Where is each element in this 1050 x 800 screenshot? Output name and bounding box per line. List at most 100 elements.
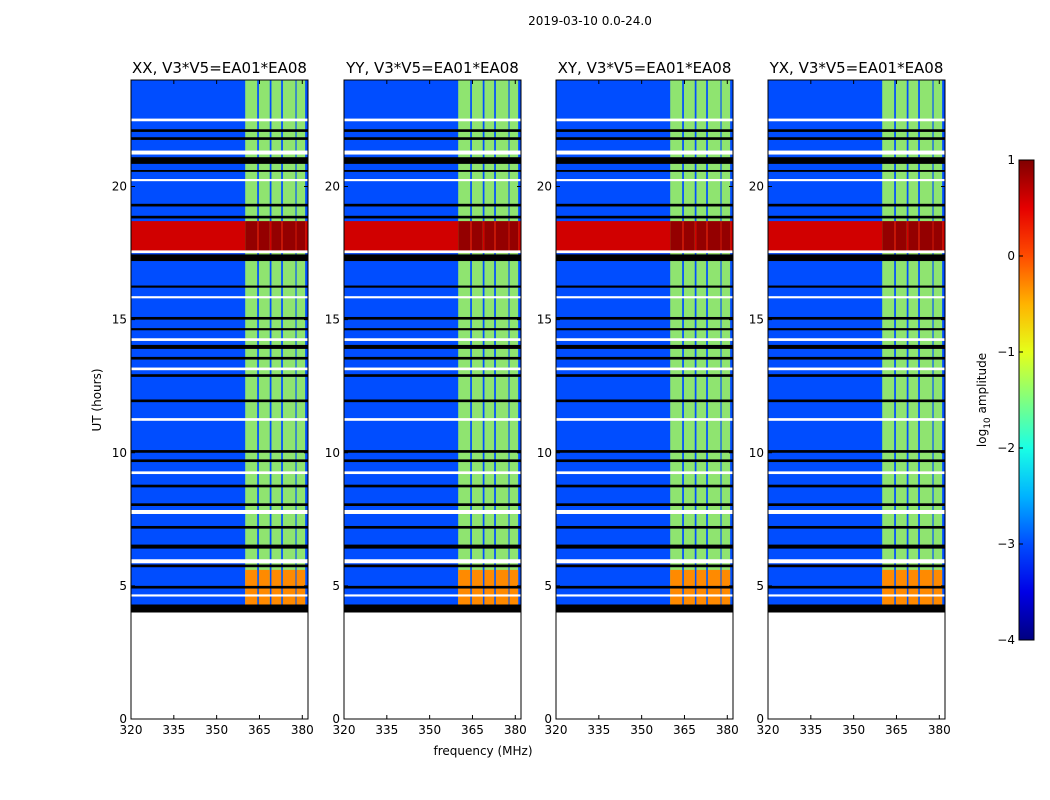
panel-frame — [130, 79, 309, 720]
flagged-row — [344, 215, 521, 219]
flagged-row — [131, 418, 308, 421]
flagged-row — [768, 503, 945, 506]
flagged-row — [556, 509, 733, 514]
flagged-row — [344, 254, 521, 262]
y-tick-label: 5 — [119, 579, 127, 593]
flagged-row — [556, 356, 733, 360]
rfi-event-3 — [707, 221, 721, 254]
flagged-row — [131, 594, 308, 597]
x-tick-label: 320 — [757, 723, 780, 737]
flagged-row — [344, 137, 521, 140]
flagged-row — [768, 544, 945, 549]
panel-title: YX, V3*V5=EA01*EA08 — [769, 59, 944, 77]
colorbar-tick-label: −4 — [997, 633, 1015, 647]
flagged-row — [768, 328, 945, 331]
flagged-row — [768, 169, 945, 172]
panels-group: XX, V3*V5=EA01*EA08 320 335 350 365 380 0 5 10 15… — [112, 59, 951, 737]
flagged-row — [344, 484, 521, 488]
flagged-row — [768, 459, 945, 463]
y-tick-label: 10 — [325, 446, 340, 460]
flagged-row — [768, 118, 945, 122]
flagged-row — [131, 356, 308, 360]
y-tick-label: 10 — [112, 446, 127, 460]
flagged-row — [344, 585, 521, 589]
x-tick-label: 380 — [716, 723, 739, 737]
flagged-row — [768, 585, 945, 589]
flagged-row — [131, 254, 308, 262]
flagged-row — [556, 338, 733, 341]
flagged-row — [768, 137, 945, 140]
flagged-row — [556, 459, 733, 463]
y-tick-label: 15 — [325, 313, 340, 327]
flagged-row — [131, 399, 308, 403]
data-start-edge — [768, 604, 945, 613]
x-tick-label: 365 — [885, 723, 908, 737]
flagged-row — [344, 374, 521, 377]
flagged-row — [344, 203, 521, 207]
flagged-row — [556, 374, 733, 377]
y-tick-label: 5 — [332, 579, 340, 593]
flagged-row — [556, 525, 733, 529]
x-tick-label: 350 — [205, 723, 228, 737]
flagged-row — [344, 169, 521, 172]
panel-title: XY, V3*V5=EA01*EA08 — [558, 59, 732, 77]
flagged-row — [768, 254, 945, 262]
x-tick-label: 320 — [333, 723, 356, 737]
flagged-row — [768, 559, 945, 564]
flagged-row — [768, 285, 945, 288]
x-tick-label: 380 — [504, 723, 527, 737]
colorbar-label: log10 amplitude — [975, 353, 993, 447]
flagged-row — [556, 585, 733, 589]
broadband-event — [344, 221, 521, 254]
flagged-row — [556, 118, 733, 122]
flagged-row — [556, 450, 733, 453]
flagged-row — [344, 150, 521, 155]
flagged-row — [344, 118, 521, 122]
flagged-row — [131, 544, 308, 549]
flagged-row — [556, 203, 733, 207]
flagged-row — [556, 344, 733, 349]
flagged-row — [131, 471, 308, 475]
y-tick-label: 20 — [749, 180, 764, 194]
flagged-row — [556, 559, 733, 564]
flagged-row — [768, 374, 945, 377]
flagged-row — [131, 459, 308, 463]
flagged-row — [556, 484, 733, 488]
flagged-row — [768, 484, 945, 488]
flagged-row — [768, 215, 945, 219]
flagged-row — [768, 450, 945, 453]
flagged-row — [768, 564, 945, 568]
flagged-row — [344, 250, 521, 254]
rfi-event-4 — [721, 221, 731, 254]
flagged-row — [768, 316, 945, 320]
x-tick-label: 335 — [587, 723, 610, 737]
flagged-row — [131, 137, 308, 140]
flagged-row — [556, 471, 733, 475]
rfi-event-4 — [933, 221, 943, 254]
flagged-row — [768, 296, 945, 299]
flagged-row — [344, 525, 521, 529]
y-tick-label: 15 — [112, 313, 127, 327]
flagged-row — [131, 150, 308, 155]
flagged-row — [344, 564, 521, 568]
flagged-row — [131, 509, 308, 514]
flagged-row — [556, 254, 733, 262]
flagged-row — [131, 215, 308, 219]
y-axis-label: UT (hours) — [90, 368, 104, 431]
y-tick-label: 15 — [749, 313, 764, 327]
flagged-row — [556, 418, 733, 421]
panel-1: YY, V3*V5=EA01*EA08 320 335 350 365 380 0 5 10 15… — [325, 59, 527, 737]
rfi-event-2 — [908, 221, 919, 254]
flagged-row — [344, 471, 521, 475]
flagged-row — [131, 564, 308, 568]
flagged-row — [131, 559, 308, 564]
broadband-event — [556, 221, 733, 254]
flagged-row — [556, 157, 733, 164]
panel-frame — [555, 79, 734, 720]
flagged-row — [344, 399, 521, 403]
flagged-row — [131, 344, 308, 349]
flagged-row — [768, 471, 945, 475]
flagged-row — [131, 129, 308, 132]
flagged-row — [556, 399, 733, 403]
